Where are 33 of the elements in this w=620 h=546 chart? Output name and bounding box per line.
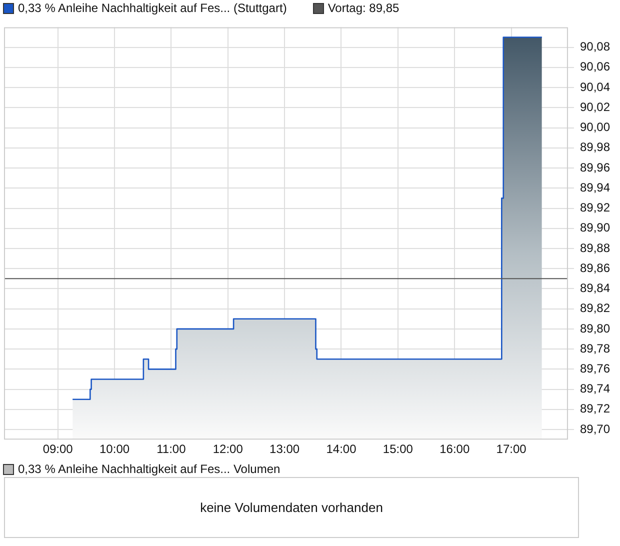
legend-label: 0,33 % Anleihe Nachhaltigkeit auf Fes... (Stuttgart) — [18, 1, 287, 15]
y-tick-label: 89,74 — [580, 382, 610, 396]
x-tick-label: 13:00 — [270, 442, 300, 456]
text: keine Volumendaten vorhanden — [4, 477, 579, 538]
x-tick-label: 16:00 — [440, 442, 470, 456]
x-tick-label: 11:00 — [156, 442, 186, 456]
x-tick-label: 15:00 — [382, 442, 414, 456]
x-tick-label: 14:00 — [326, 442, 357, 456]
y-tick-label: 89,78 — [580, 341, 610, 356]
y-tick-label: 89,82 — [580, 301, 610, 316]
y-tick-label: 89,72 — [580, 402, 610, 416]
text: 0,33 % Anleihe Nachhaltigkeit auf Fes... Volumen — [18, 462, 280, 476]
y-tick-label: 89,96 — [580, 160, 610, 174]
x-tick-label: 10:00 — [100, 442, 130, 456]
y-tick-label: 90,04 — [580, 80, 610, 94]
y-tick-label: 89,80 — [580, 321, 610, 336]
x-tick-label: 12:00 — [212, 442, 244, 456]
y-tick-label: 89,76 — [580, 362, 610, 376]
y-tick-label: 90,02 — [580, 100, 610, 114]
y-tick-label: 89,86 — [580, 260, 610, 275]
y-tick-label: 90,06 — [580, 60, 610, 74]
y-tick-label: 90,00 — [580, 120, 610, 134]
y-tick-label: 89,70 — [580, 422, 610, 436]
y-tick-label: 89,88 — [580, 240, 610, 255]
x-tick-label: 09:00 — [42, 442, 74, 456]
y-tick-label: 89,92 — [580, 200, 610, 215]
legend-label: Vortag: 89,85 — [328, 1, 400, 15]
y-tick-label: 89,84 — [580, 281, 610, 296]
x-tick-label: 17:00 — [496, 442, 527, 456]
y-tick-label: 90,08 — [580, 40, 610, 54]
y-tick-label: 89,98 — [580, 140, 610, 154]
y-tick-label: 89,94 — [580, 180, 610, 194]
y-tick-label: 89,90 — [580, 220, 610, 235]
